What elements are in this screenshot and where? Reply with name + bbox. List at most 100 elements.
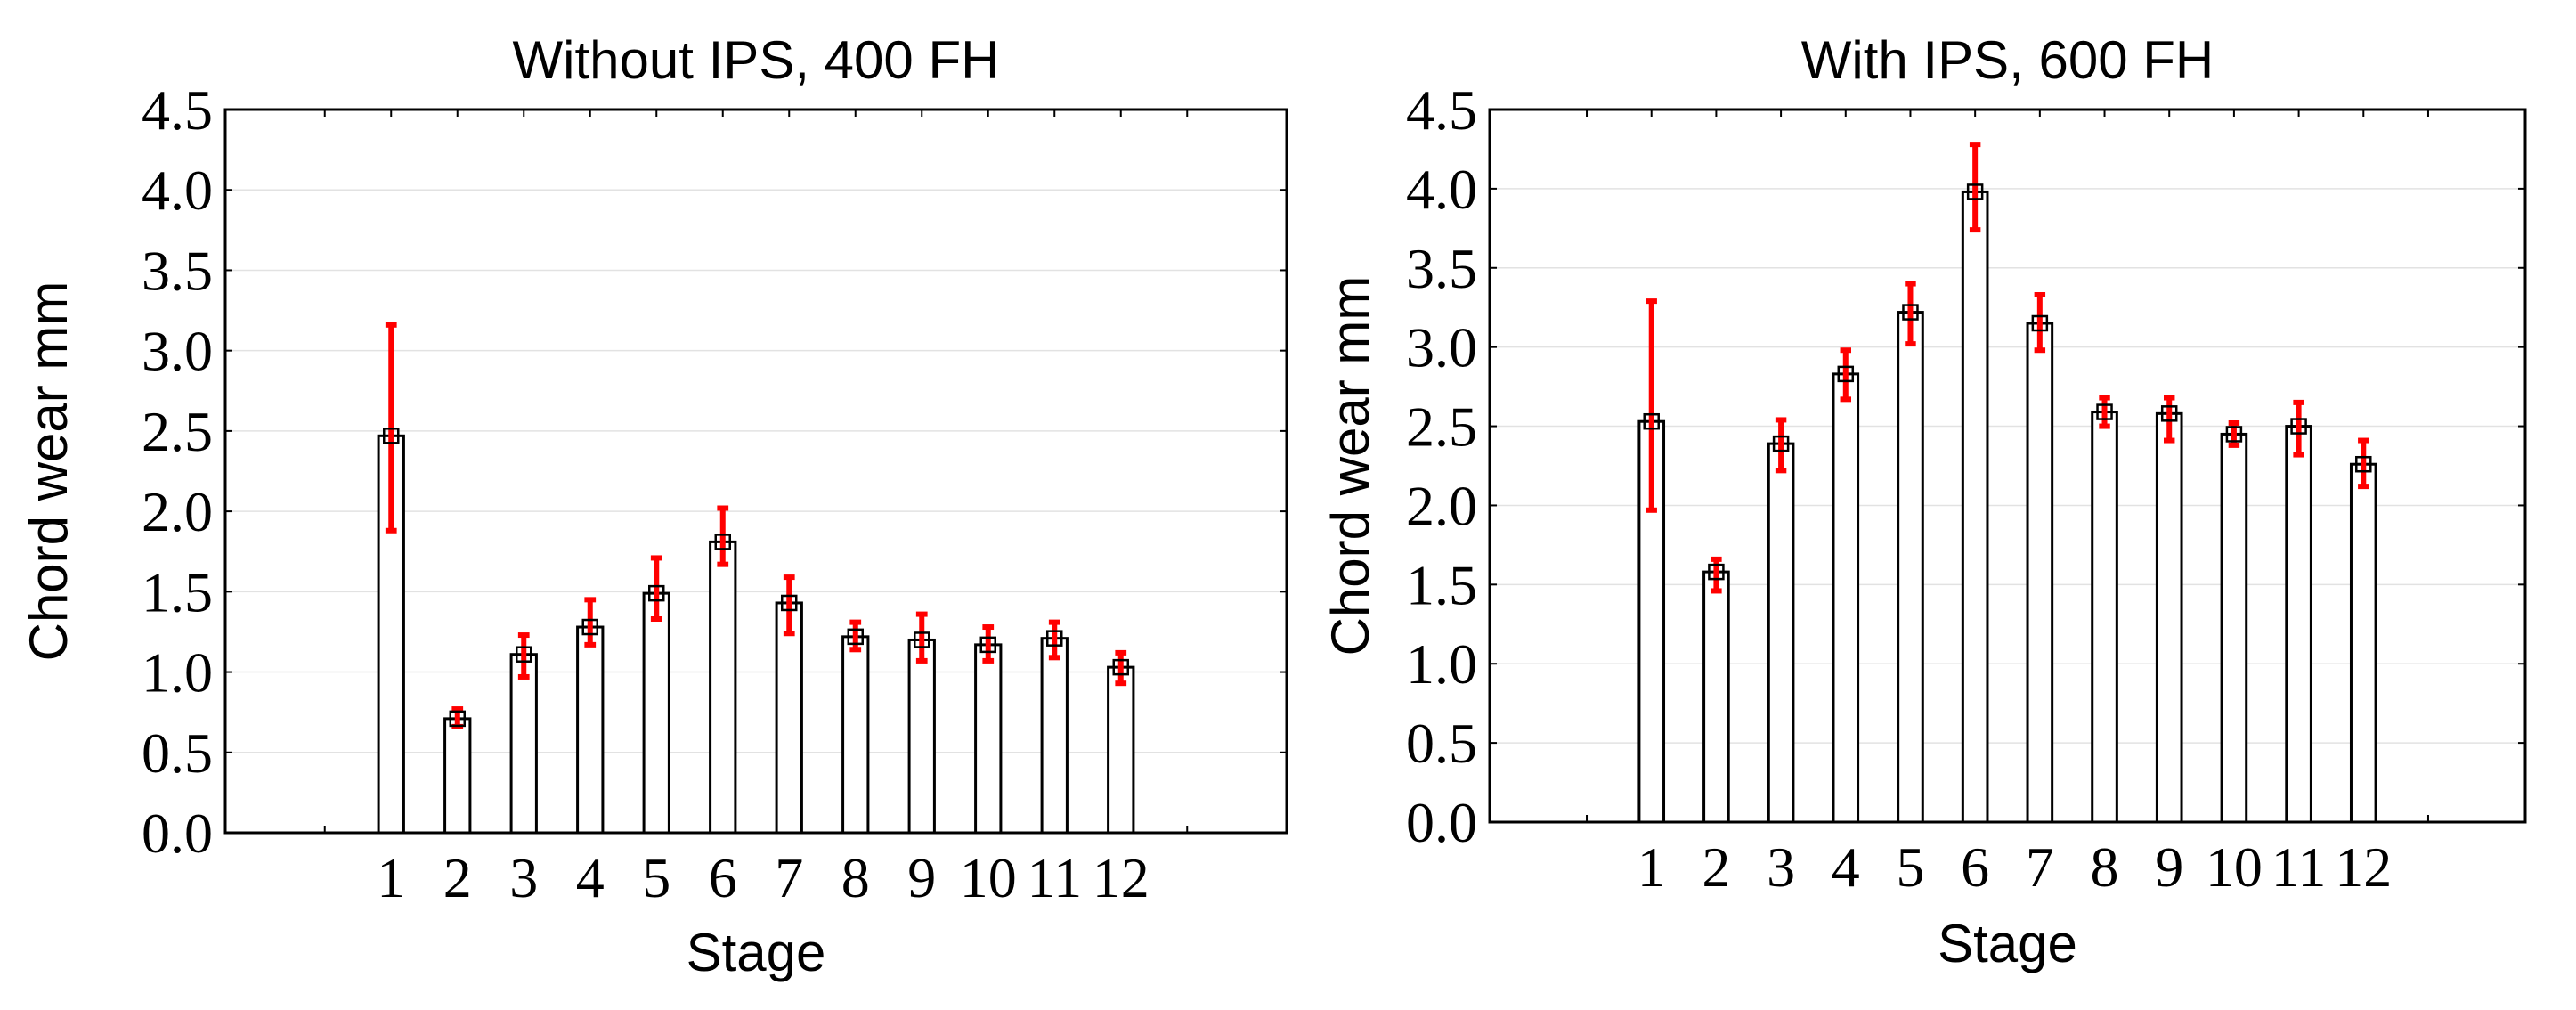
error-bar-stage-5: [650, 555, 662, 623]
bar-stage-8: [841, 635, 870, 835]
y-axis-label: Chord wear mm: [19, 281, 78, 662]
mean-marker-stage-5: [1902, 304, 1919, 321]
plot-frame: [1488, 108, 2527, 824]
bar-stage-6: [1961, 190, 1989, 824]
plot-frame: [223, 108, 1288, 835]
mean-marker-stage-5: [648, 584, 665, 602]
mean-marker-stage-6: [1966, 183, 1984, 200]
bar-stage-2: [443, 717, 472, 835]
mean-marker-stage-12: [1112, 658, 1129, 676]
mean-marker-stage-9: [914, 631, 930, 648]
error-bar-stage-4: [1840, 347, 1851, 403]
mean-marker-stage-1: [383, 428, 400, 444]
error-bar-stage-3: [1775, 417, 1787, 474]
bar-stage-3: [509, 653, 538, 835]
mean-marker-stage-11: [1046, 630, 1063, 647]
x-tick-label: 10: [960, 846, 1017, 909]
bar-stage-5: [642, 591, 670, 835]
mean-marker-stage-2: [449, 710, 466, 728]
bar-stage-11: [1040, 637, 1069, 835]
bar-stage-7: [2026, 322, 2054, 824]
bar-stage-3: [1767, 442, 1795, 824]
x-tick-label: 8: [841, 846, 870, 909]
mean-marker-stage-7: [781, 594, 798, 612]
x-tick-label: 2: [443, 846, 472, 909]
y-tick-label: 0.5: [1406, 712, 1477, 775]
bar-stage-12: [2349, 462, 2377, 824]
mean-marker-stage-7: [2031, 314, 2049, 332]
x-tick-label: 11: [2271, 835, 2327, 899]
bar-stage-6: [709, 540, 737, 835]
y-tick-label: 0.0: [142, 802, 213, 865]
x-tick-label: 4: [576, 846, 605, 909]
mean-marker-stage-9: [2160, 405, 2178, 422]
x-tick-label: 9: [2155, 835, 2183, 899]
mean-marker-stage-4: [1837, 365, 1855, 383]
x-tick-label: 12: [1093, 846, 1150, 909]
mean-marker-stage-2: [1708, 563, 1725, 581]
error-bar-stage-4: [584, 597, 597, 648]
bar-stage-4: [1832, 372, 1860, 824]
y-tick-label: 4.5: [142, 78, 213, 142]
x-tick-label: 1: [1637, 835, 1666, 899]
y-tick-label: 0.5: [142, 721, 213, 785]
error-bar-stage-8: [2099, 395, 2110, 429]
x-tick-label: 7: [775, 846, 803, 909]
y-tick-label: 1.5: [142, 560, 213, 623]
y-tick-label: 1.5: [1406, 553, 1477, 616]
error-bar-stage-11: [1048, 619, 1060, 661]
error-bar-stage-9: [2164, 395, 2175, 444]
error-bar-stage-6: [1969, 142, 1981, 233]
x-tick-label: 5: [642, 846, 670, 909]
y-tick-label: 3.0: [142, 320, 213, 383]
chart-title: With IPS, 600 FH: [1801, 30, 2214, 90]
error-bar-stage-6: [717, 505, 729, 567]
bar-stage-8: [2091, 411, 2118, 824]
bar-stage-10: [974, 643, 1003, 835]
bar-stage-9: [2155, 411, 2183, 824]
chart-with-ips: 0.00.51.01.52.02.53.03.54.04.51 2 3 4 5 6 7 8 9 1…: [1321, 30, 2527, 973]
error-bar-stage-1: [1646, 298, 1657, 513]
chart-without-ips: 0.00.51.01.52.02.53.03.54.04.51 2 3 4 5 6 7 8 9 1…: [19, 30, 1288, 982]
error-bar-stage-10: [982, 624, 995, 664]
x-tick-label: 8: [2091, 835, 2119, 899]
bar-stage-9: [907, 638, 936, 835]
mean-marker-stage-10: [979, 636, 996, 654]
error-bar-stage-7: [2034, 292, 2046, 354]
error-bar-stage-7: [783, 574, 795, 637]
y-tick-label: 2.5: [142, 400, 213, 463]
x-tick-label: 2: [1702, 835, 1730, 899]
y-axis-label: Chord wear mm: [1321, 276, 1380, 656]
error-bar-stage-9: [915, 611, 928, 664]
mean-marker-stage-4: [581, 618, 598, 636]
y-tick-label: 2.0: [1406, 474, 1477, 537]
x-tick-label: 12: [2335, 835, 2392, 899]
mean-marker-stage-3: [1772, 435, 1790, 452]
x-tick-label: 4: [1832, 835, 1860, 899]
x-tick-label: 1: [377, 846, 405, 909]
error-bar-stage-12: [2358, 437, 2369, 490]
y-tick-label: 4.0: [142, 159, 213, 222]
y-tick-label: 1.0: [142, 641, 213, 705]
error-bar-stage-11: [2293, 399, 2304, 458]
mean-marker-stage-3: [516, 646, 532, 663]
mean-marker-stage-12: [2355, 455, 2372, 473]
y-tick-label: 4.5: [1406, 78, 1477, 142]
bar-stage-4: [576, 625, 605, 835]
y-tick-label: 2.5: [1406, 395, 1477, 459]
mean-marker-stage-10: [2225, 426, 2243, 443]
x-axis-label: Stage: [1938, 914, 2077, 973]
x-tick-label: 11: [1027, 846, 1082, 909]
bar-stage-10: [2220, 432, 2248, 824]
y-tick-label: 3.0: [1406, 316, 1477, 379]
x-tick-label: 10: [2206, 835, 2263, 899]
y-tick-label: 0.0: [1406, 791, 1477, 854]
chart-title: Without IPS, 400 FH: [513, 30, 1000, 90]
mean-marker-stage-8: [2096, 403, 2113, 420]
error-bar-stage-3: [517, 632, 530, 680]
x-tick-label: 6: [1961, 835, 1989, 899]
x-tick-label: 3: [509, 846, 538, 909]
bar-stage-7: [775, 601, 803, 835]
bar-stage-11: [2285, 425, 2312, 824]
